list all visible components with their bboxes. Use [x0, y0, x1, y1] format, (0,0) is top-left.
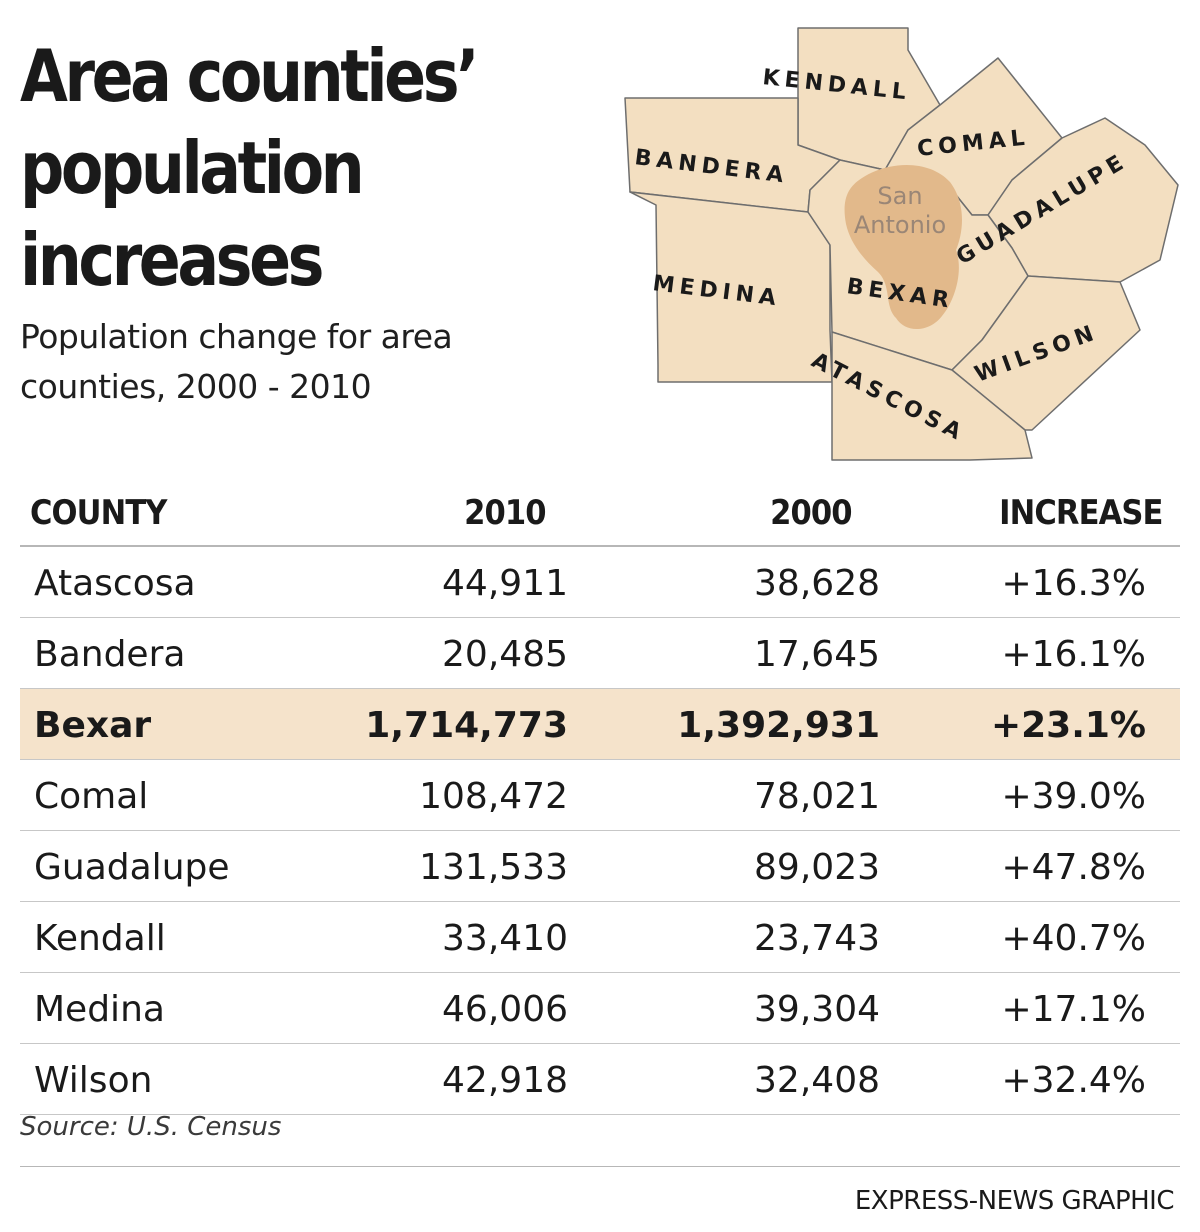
- county-name-cell: Medina: [34, 989, 165, 1030]
- table-row: Wilson 42,918 32,408 +32.4%: [20, 1044, 1180, 1115]
- table-row-highlighted: Bexar 1,714,773 1,392,931 +23.1%: [20, 689, 1180, 760]
- population-2000-cell: 38,628: [754, 563, 880, 604]
- population-2010-cell: 108,472: [419, 776, 568, 817]
- increase-cell: +39.0%: [1001, 776, 1146, 817]
- title-line-3: increases: [20, 218, 325, 302]
- column-header-county: COUNTY: [30, 493, 167, 533]
- county-name-cell: Kendall: [34, 918, 166, 959]
- county-name-cell: Bandera: [34, 634, 186, 675]
- population-2010-cell: 1,714,773: [365, 705, 568, 746]
- population-2010-cell: 20,485: [442, 634, 568, 675]
- population-2000-cell: 17,645: [754, 634, 880, 675]
- population-2010-cell: 46,006: [442, 989, 568, 1030]
- population-2000-cell: 1,392,931: [677, 705, 880, 746]
- chart-subtitle: Population change for area counties, 200…: [20, 317, 453, 406]
- wilson-county-shape: [951, 275, 1141, 431]
- table-row: Medina 46,006 39,304 +17.1%: [20, 973, 1180, 1044]
- population-2000-cell: 78,021: [754, 776, 880, 817]
- title-line-2: population: [20, 126, 365, 210]
- population-2010-cell: 131,533: [419, 847, 568, 888]
- population-2000-cell: 39,304: [754, 989, 880, 1030]
- map-label-san-antonio-line-2: Antonio: [854, 211, 946, 239]
- county-name-cell: Comal: [34, 776, 149, 817]
- county-name-cell: Guadalupe: [34, 847, 230, 888]
- population-2000-cell: 89,023: [754, 847, 880, 888]
- county-map: KENDALL COMAL BANDERA GUADALUPE MEDINA B…: [624, 27, 1179, 461]
- map-label-san-antonio-line-1: San: [877, 182, 922, 210]
- table-header: COUNTY 2010 2000 INCREASE: [20, 485, 1180, 547]
- increase-cell: +23.1%: [990, 705, 1146, 746]
- increase-cell: +47.8%: [1001, 847, 1146, 888]
- population-table: COUNTY 2010 2000 INCREASE Atascosa 44,91…: [20, 485, 1180, 1115]
- column-header-2010: 2010: [464, 493, 546, 533]
- increase-cell: +32.4%: [1001, 1060, 1146, 1101]
- increase-cell: +16.1%: [1001, 634, 1146, 675]
- county-name-cell: Atascosa: [34, 563, 196, 604]
- source-note: Source: U.S. Census: [20, 1112, 282, 1142]
- population-2010-cell: 33,410: [442, 918, 568, 959]
- chart-title: Area counties’ population increases: [20, 30, 502, 306]
- column-header-increase: INCREASE: [998, 493, 1163, 533]
- column-header-2000: 2000: [770, 493, 852, 533]
- population-2010-cell: 42,918: [442, 1060, 568, 1101]
- population-2000-cell: 32,408: [754, 1060, 880, 1101]
- table-row: Comal 108,472 78,021 +39.0%: [20, 760, 1180, 831]
- table-row: Guadalupe 131,533 89,023 +47.8%: [20, 831, 1180, 902]
- title-line-1: Area counties’: [20, 34, 480, 118]
- population-2010-cell: 44,911: [442, 563, 568, 604]
- county-name-cell: Bexar: [34, 705, 152, 746]
- table-row: Bandera 20,485 17,645 +16.1%: [20, 618, 1180, 689]
- population-2000-cell: 23,743: [754, 918, 880, 959]
- increase-cell: +40.7%: [1001, 918, 1146, 959]
- county-name-cell: Wilson: [34, 1060, 153, 1101]
- table-row: Atascosa 44,911 38,628 +16.3%: [20, 547, 1180, 618]
- atascosa-county-shape: [831, 331, 1033, 461]
- table-row: Kendall 33,410 23,743 +40.7%: [20, 902, 1180, 973]
- increase-cell: +16.3%: [1001, 563, 1146, 604]
- san-antonio-city-area: [844, 164, 962, 330]
- footer-divider: [20, 1166, 1180, 1167]
- increase-cell: +17.1%: [1001, 989, 1146, 1030]
- graphic-credit: EXPRESS-NEWS GRAPHIC: [854, 1186, 1175, 1216]
